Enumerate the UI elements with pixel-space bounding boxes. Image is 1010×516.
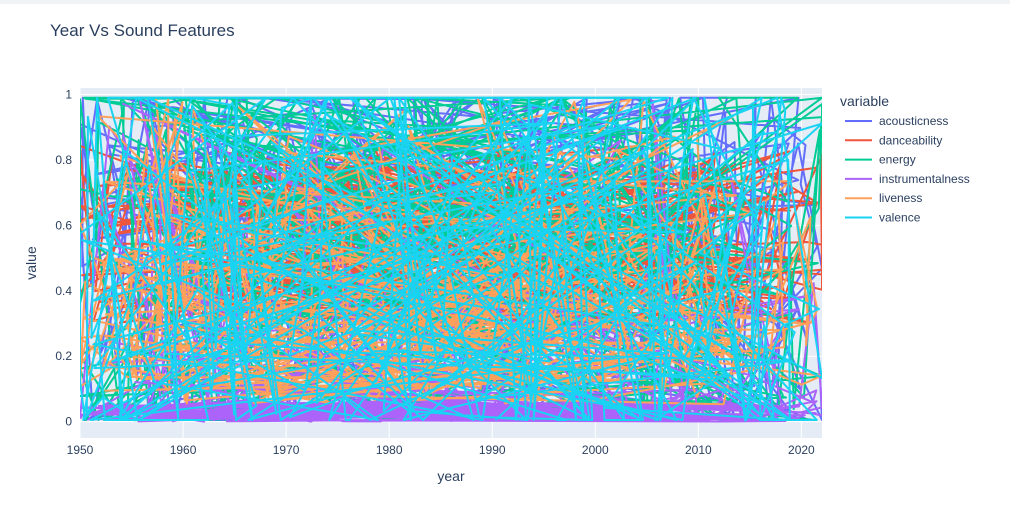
legend-item-energy[interactable]: energy: [845, 153, 916, 167]
legend-title: variable: [840, 93, 889, 109]
legend-label: acousticness: [879, 114, 948, 128]
x-tick-label: 1950: [67, 443, 94, 457]
series-line-valence: [80, 96, 822, 422]
x-tick-label: 2010: [685, 443, 712, 457]
legend-item-acousticness[interactable]: acousticness: [845, 114, 948, 128]
y-tick-label: 1: [65, 88, 72, 102]
y-tick-label: 0.8: [55, 153, 72, 167]
legend-label: energy: [879, 153, 916, 167]
legend-item-instrumentalness[interactable]: instrumentalness: [845, 172, 970, 186]
legend-label: instrumentalness: [879, 172, 970, 186]
legend-label: valence: [879, 211, 921, 225]
legend-item-liveness[interactable]: liveness: [845, 191, 922, 205]
x-axis-title: year: [437, 468, 465, 484]
y-axis-title: value: [23, 246, 39, 280]
x-tick-label: 1980: [376, 443, 403, 457]
legend[interactable]: acousticness danceability energy instrument…: [845, 114, 970, 225]
y-tick-label: 0.4: [55, 284, 72, 298]
legend-item-danceability[interactable]: danceability: [845, 133, 942, 147]
y-tick-label: 0.6: [55, 218, 72, 232]
axis-ticks: 1950 1960 1970 1980 1990 2000 2010 2020 0 0.2 0.4 0…: [55, 88, 815, 457]
x-tick-label: 1970: [273, 443, 300, 457]
legend-item-valence[interactable]: valence: [845, 211, 921, 225]
series-lines: [80, 96, 822, 423]
x-tick-label: 2000: [582, 443, 609, 457]
y-tick-label: 0.2: [55, 349, 72, 363]
top-bar: [0, 0, 1010, 4]
y-tick-label: 0: [65, 415, 72, 429]
x-tick-label: 1960: [170, 443, 197, 457]
chart-title: Year Vs Sound Features: [50, 21, 235, 40]
legend-label: danceability: [879, 133, 942, 147]
legend-label: liveness: [879, 191, 922, 205]
x-tick-label: 1990: [479, 443, 506, 457]
x-tick-label: 2020: [788, 443, 815, 457]
